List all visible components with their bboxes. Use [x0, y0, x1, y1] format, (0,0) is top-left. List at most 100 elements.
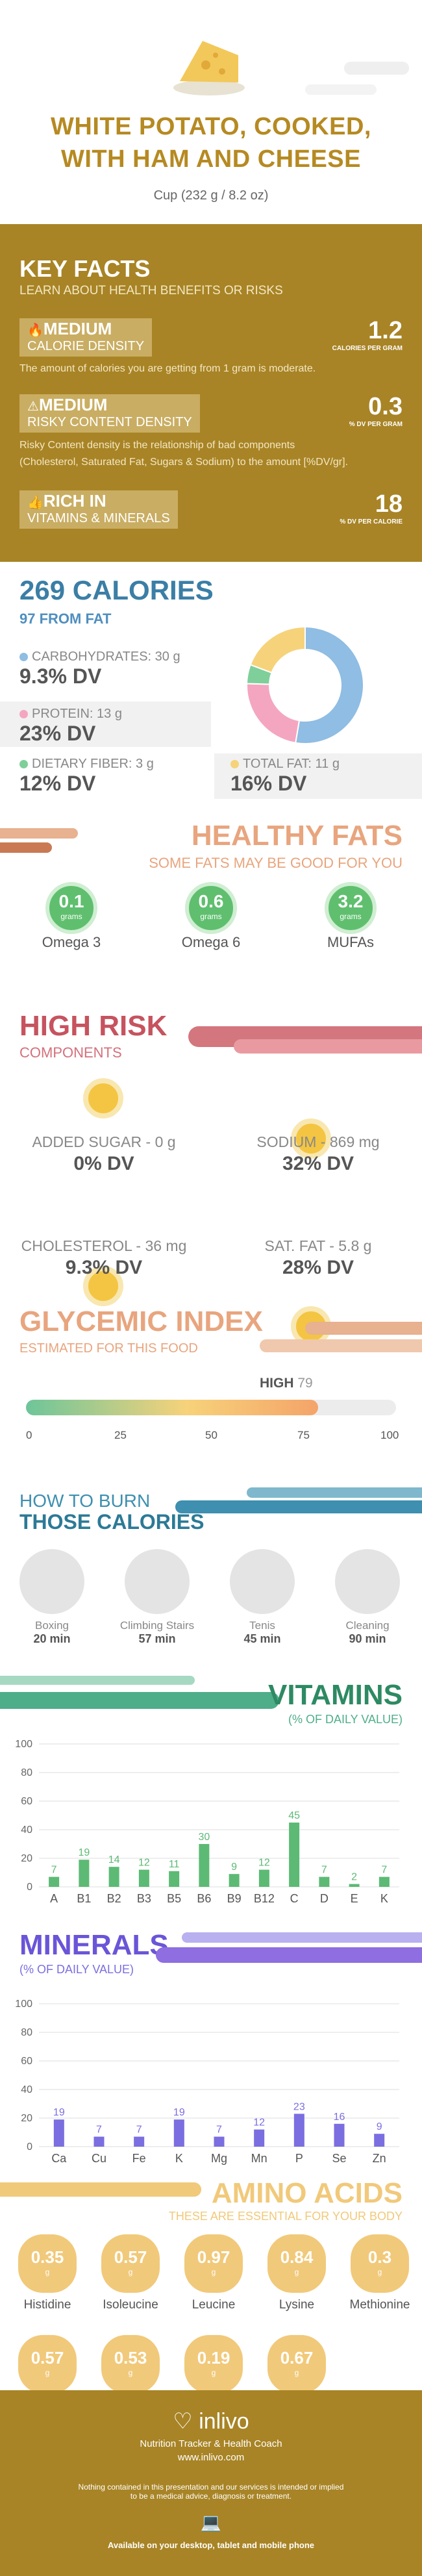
x-tick-label: B12	[254, 1892, 275, 1905]
amino-leucine: 0.97 g Leucine	[171, 2234, 256, 2312]
burn-bar-decor	[175, 1500, 422, 1513]
burn-boxing: Boxing 20 min	[0, 1549, 104, 1646]
bar-C	[289, 1823, 300, 1887]
bar-B12	[258, 1869, 269, 1887]
y-tick-label: 80	[21, 2027, 32, 2038]
macro-protein-bg	[0, 701, 211, 747]
bar-value-label: 30	[198, 1832, 210, 1843]
thumbs-up-icon: 👍	[27, 496, 43, 510]
high-risk-subtitle: COMPONENTS	[19, 1044, 122, 1061]
warning-icon: ⚠	[27, 399, 39, 414]
y-tick-label: 0	[27, 1882, 32, 1893]
bar-Mn	[254, 2129, 265, 2147]
x-tick-label: B6	[197, 1892, 211, 1905]
y-tick-label: 20	[21, 1853, 32, 1864]
burn-cleaning: Cleaning 90 min	[316, 1549, 419, 1646]
risky-density-value: 0.3	[368, 393, 403, 420]
bar-value-label: 9	[377, 2121, 382, 2132]
bar-value-label: 19	[173, 2107, 185, 2118]
amino-isoleucine: 0.57 g Isoleucine	[88, 2234, 173, 2312]
brand-url[interactable]: www.inlivo.com	[177, 2452, 245, 2463]
bar-value-label: 12	[258, 1858, 270, 1869]
cloud-icon	[305, 84, 377, 95]
brand-logo: ♡ inlivo	[173, 2409, 249, 2434]
x-tick-label: P	[295, 2152, 303, 2165]
bar-B9	[229, 1874, 240, 1887]
macro-fat-bg	[214, 753, 422, 799]
boxing-icon	[19, 1549, 84, 1614]
vitamins-bar-decor	[0, 1676, 195, 1685]
calorie-density-value: 1.2	[368, 317, 403, 344]
x-tick-label: B2	[107, 1892, 121, 1905]
x-tick-label: Mn	[251, 2152, 267, 2165]
tennis-icon	[230, 1549, 295, 1614]
bar-value-label: 19	[78, 1847, 90, 1858]
bar-value-label: 12	[138, 1858, 150, 1869]
glycemic-bar-decor	[305, 1322, 422, 1335]
gi-tick-50: 50	[205, 1429, 217, 1441]
macro-fiber: DIETARY FIBER: 3 g 12% DV	[19, 757, 154, 795]
bar-Se	[334, 2123, 345, 2147]
serving-size: Cup (232 g / 8.2 oz)	[153, 188, 269, 203]
bar-value-label: 23	[293, 2101, 305, 2112]
available-text: Available on your desktop, tablet and mo…	[107, 2540, 315, 2550]
bar-value-label: 9	[231, 1862, 237, 1873]
calorie-density-unit: CALORIES PER GRAM	[332, 345, 403, 352]
key-facts-section: KEY FACTS LEARN ABOUT HEALTH BENEFITS OR…	[0, 224, 422, 562]
y-tick-label: 40	[21, 2084, 32, 2095]
minerals-bar-decor	[156, 1947, 422, 1963]
bar-value-label: 7	[96, 2125, 102, 2136]
bar-value-label: 11	[169, 1859, 180, 1870]
donut-slice-protein	[246, 683, 301, 744]
amino-title: AMINO ACIDS	[211, 2177, 403, 2209]
high-risk-title: HIGH RISK	[19, 1010, 168, 1042]
risk-sodium-label: SODIUM - 869 mg	[256, 1133, 380, 1150]
smiley-icon	[83, 1078, 123, 1118]
x-tick-label: A	[50, 1892, 58, 1905]
x-tick-label: B3	[137, 1892, 151, 1905]
cloud-icon	[344, 62, 409, 75]
y-tick-label: 80	[21, 1767, 32, 1778]
fats-bar-decor	[0, 842, 52, 853]
bar-value-label: 7	[381, 1865, 387, 1876]
footer: ♡ inlivo Nutrition Tracker & Health Coac…	[0, 2390, 422, 2576]
bar-value-label: 7	[321, 1865, 327, 1876]
heart-icon: ♡	[173, 2409, 193, 2434]
food-image	[170, 36, 248, 97]
gi-tick-0: 0	[26, 1429, 32, 1441]
amino-lysine: 0.84 g Lysine	[254, 2234, 339, 2312]
glycemic-bar-decor	[260, 1339, 422, 1352]
calories-title: 269 CALORIES	[19, 575, 214, 605]
protein-dot-icon	[19, 710, 28, 719]
bar-K	[173, 2119, 184, 2147]
healthy-fats-subtitle: SOME FATS MAY BE GOOD FOR YOU	[149, 855, 403, 871]
x-tick-label: Se	[332, 2152, 346, 2165]
bar-value-label: 2	[351, 1872, 357, 1883]
healthy-fats-title: HEALTHY FATS	[191, 820, 403, 852]
y-tick-label: 20	[21, 2113, 32, 2124]
macro-protein: PROTEIN: 13 g 23% DV	[19, 707, 122, 745]
bar-B5	[169, 1871, 180, 1887]
x-tick-label: B9	[227, 1892, 242, 1905]
bar-Zn	[374, 2134, 385, 2147]
x-tick-label: Zn	[373, 2152, 386, 2165]
bar-B2	[108, 1867, 119, 1887]
burn-title-2: THOSE CALORIES	[19, 1510, 205, 1534]
x-tick-label: Cu	[92, 2152, 106, 2165]
x-tick-label: K	[380, 1892, 388, 1905]
bar-value-label: 19	[53, 2107, 65, 2118]
amino-subtitle: THESE ARE ESSENTIAL FOR YOUR BODY	[168, 2210, 403, 2223]
fiber-dot-icon	[19, 760, 28, 769]
y-tick-label: 40	[21, 1825, 32, 1836]
vitamins-subtitle: (% OF DAILY VALUE)	[288, 1713, 403, 1726]
macro-donut-chart	[246, 625, 364, 744]
risk-satfat-dv: 28% DV	[282, 1257, 354, 1278]
donut-slice-carbs	[295, 625, 364, 744]
macro-fat: TOTAL FAT: 11 g 16% DV	[230, 757, 340, 795]
disclaimer: Nothing contained in this presentation a…	[78, 2482, 344, 2501]
donut-slice-fat	[249, 625, 306, 674]
x-tick-label: B1	[77, 1892, 91, 1905]
key-facts-subtitle: LEARN ABOUT HEALTH BENEFITS OR RISKS	[19, 284, 283, 297]
risk-added-sugar-label: ADDED SUGAR - 0 g	[32, 1133, 176, 1150]
bar-value-label: 45	[288, 1810, 300, 1821]
